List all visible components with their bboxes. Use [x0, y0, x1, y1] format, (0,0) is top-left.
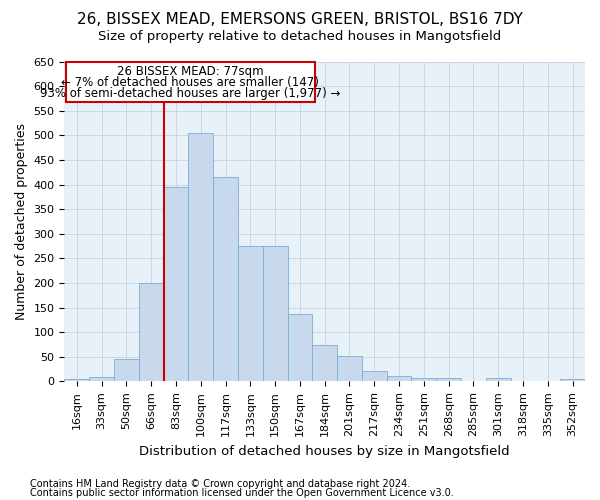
Text: Contains HM Land Registry data © Crown copyright and database right 2024.: Contains HM Land Registry data © Crown c…	[30, 479, 410, 489]
Text: Size of property relative to detached houses in Mangotsfield: Size of property relative to detached ho…	[98, 30, 502, 43]
Text: 26 BISSEX MEAD: 77sqm: 26 BISSEX MEAD: 77sqm	[117, 65, 263, 78]
Bar	[560, 380, 585, 382]
Bar	[188, 133, 213, 382]
Bar	[362, 370, 386, 382]
Bar	[164, 187, 188, 382]
Bar	[213, 177, 238, 382]
Bar	[486, 378, 511, 382]
Bar	[114, 360, 139, 382]
X-axis label: Distribution of detached houses by size in Mangotsfield: Distribution of detached houses by size …	[139, 444, 510, 458]
Bar	[313, 344, 337, 382]
Bar	[89, 376, 114, 382]
Bar	[139, 283, 164, 382]
Bar	[386, 376, 412, 382]
Bar	[436, 378, 461, 382]
Text: Contains public sector information licensed under the Open Government Licence v3: Contains public sector information licen…	[30, 488, 454, 498]
Y-axis label: Number of detached properties: Number of detached properties	[15, 123, 28, 320]
Text: 26, BISSEX MEAD, EMERSONS GREEN, BRISTOL, BS16 7DY: 26, BISSEX MEAD, EMERSONS GREEN, BRISTOL…	[77, 12, 523, 28]
Bar	[238, 246, 263, 382]
Text: ← 7% of detached houses are smaller (147): ← 7% of detached houses are smaller (147…	[61, 76, 319, 89]
Text: 93% of semi-detached houses are larger (1,977) →: 93% of semi-detached houses are larger (…	[40, 87, 340, 100]
Bar	[64, 379, 89, 382]
Bar	[337, 356, 362, 382]
Bar	[412, 378, 436, 382]
FancyBboxPatch shape	[65, 62, 315, 102]
Bar	[287, 314, 313, 382]
Bar	[263, 246, 287, 382]
